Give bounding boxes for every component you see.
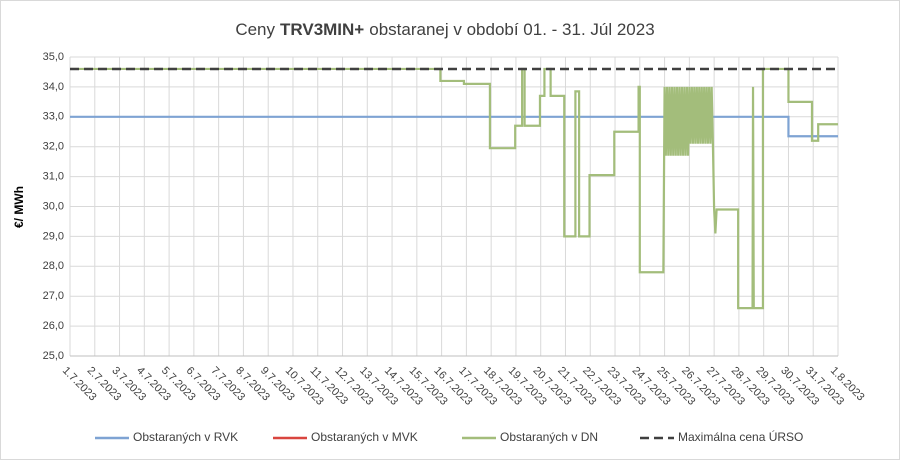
legend-label: Obstaraných v DN xyxy=(500,430,598,444)
series-line xyxy=(70,115,838,138)
series-line xyxy=(70,67,838,310)
chart-title: Ceny TRV3MIN+ obstaranej v období 01. - 31… xyxy=(235,20,654,39)
legend-label: Obstaraných v MVK xyxy=(311,430,418,444)
y-tick-label: 34,0 xyxy=(43,81,64,93)
y-tick-label: 33,0 xyxy=(43,111,64,123)
y-tick-label: 25,0 xyxy=(43,350,64,362)
title-part: TRV3MIN+ xyxy=(280,20,364,39)
y-tick-label: 32,0 xyxy=(43,141,64,153)
y-tick-label: 26,0 xyxy=(43,320,64,332)
y-tick-label: 27,0 xyxy=(43,290,64,302)
title-part: Ceny xyxy=(235,20,275,39)
y-tick-label: 31,0 xyxy=(43,171,64,183)
y-axis-label: €/ MWh xyxy=(12,186,26,228)
y-tick-label: 30,0 xyxy=(43,200,64,212)
y-tick-label: 28,0 xyxy=(43,260,64,272)
y-tick-label: 29,0 xyxy=(43,230,64,242)
y-tick-label: 35,0 xyxy=(43,51,64,63)
title-part: obstaranej v období 01. - 31. Júl 2023 xyxy=(369,20,654,39)
legend-label: Maximálna cena ÚRSO xyxy=(678,429,803,444)
legend-label: Obstaraných v RVK xyxy=(133,430,238,444)
